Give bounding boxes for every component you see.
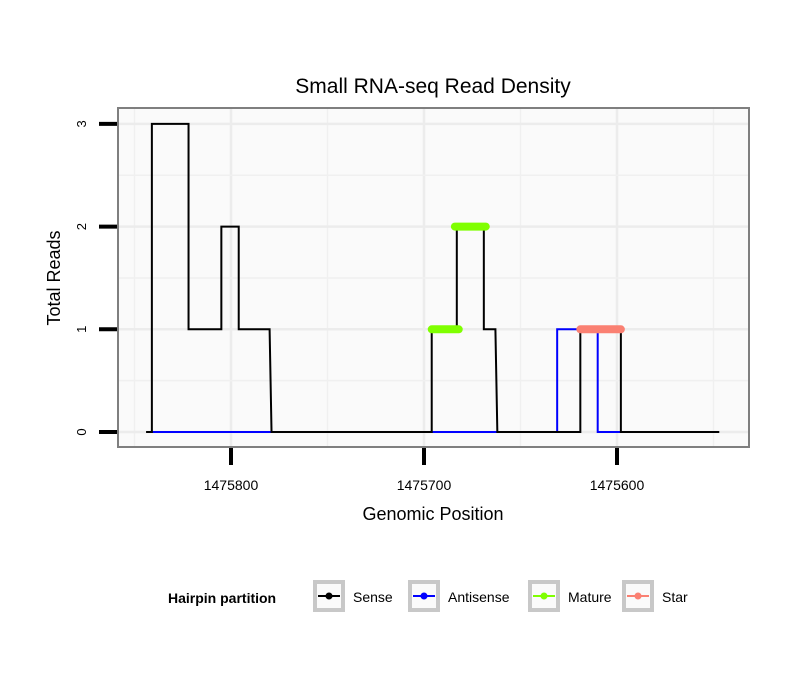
x-tick-label: 1475800 [204, 477, 259, 493]
x-tick-label: 1475600 [590, 477, 645, 493]
legend-label-antisense: Antisense [448, 589, 510, 605]
legend-label-sense: Sense [353, 589, 393, 605]
x-axis-label: Genomic Position [362, 504, 503, 524]
y-tick-label: 2 [74, 223, 89, 230]
legend-marker-sense [325, 592, 333, 600]
legend-title: Hairpin partition [168, 590, 276, 606]
y-axis-label: Total Reads [44, 230, 64, 325]
legend-label-mature: Mature [568, 589, 612, 605]
series-lines [146, 122, 720, 433]
legend: Hairpin partition Sense Antisense Mature St… [168, 580, 688, 612]
axes: 1475800 1475700 1475600 0 1 2 3 [74, 120, 644, 493]
sense-line [146, 122, 720, 433]
legend-marker-star [634, 592, 642, 600]
y-tick-label: 0 [74, 428, 89, 435]
legend-marker-antisense [420, 592, 428, 600]
legend-marker-mature [540, 592, 548, 600]
y-tick-label: 1 [74, 326, 89, 333]
x-tick-label: 1475700 [397, 477, 452, 493]
chart-title: Small RNA-seq Read Density [295, 75, 571, 98]
legend-label-star: Star [662, 589, 688, 605]
y-tick-label: 3 [74, 120, 89, 127]
